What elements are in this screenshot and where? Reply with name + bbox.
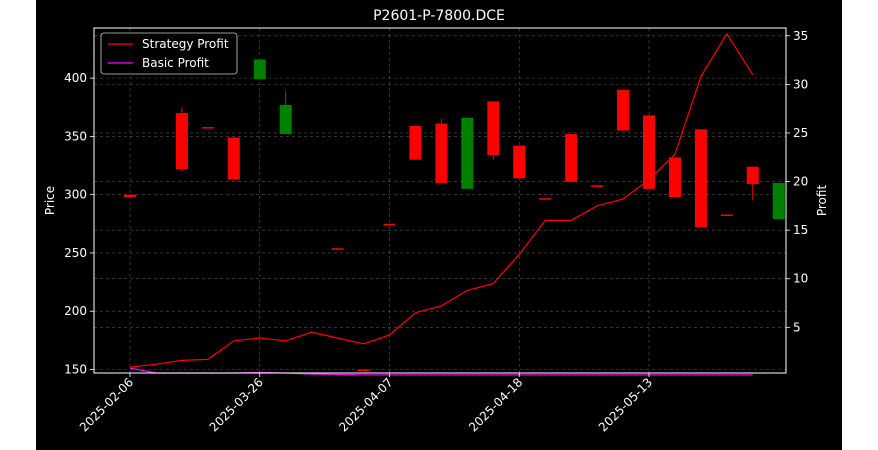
y-tick-label-left: 250 <box>64 246 87 260</box>
y-tick-label-right: 15 <box>793 223 808 237</box>
candle-body <box>513 145 526 179</box>
y-tick-label-right: 10 <box>793 272 808 286</box>
y-tick-label-left: 200 <box>64 304 87 318</box>
candle-body <box>227 137 240 180</box>
legend-box <box>100 32 238 75</box>
y-tick-label-right: 30 <box>793 77 808 91</box>
candle-body <box>175 113 188 170</box>
candle-body <box>357 369 370 372</box>
candle-body <box>383 223 396 226</box>
candle-body <box>617 89 630 131</box>
candle-body <box>772 183 785 220</box>
candle-body <box>565 134 578 182</box>
candle-body <box>435 123 448 184</box>
y-axis-label-right: Profit <box>815 185 829 217</box>
chart-title: P2601-P-7800.DCE <box>373 8 505 24</box>
candle-body <box>643 115 655 189</box>
candle-body <box>124 194 136 198</box>
y-tick-label-left: 350 <box>64 129 87 143</box>
legend-label-basic: Basic Profit <box>142 56 209 70</box>
candle-body <box>461 117 474 189</box>
candle-body <box>409 125 422 160</box>
y-tick-label-right: 35 <box>793 29 808 43</box>
y-tick-label-right: 25 <box>793 126 808 140</box>
candlestick-series <box>124 59 785 372</box>
candle-body <box>253 59 266 80</box>
candle-body <box>746 166 759 185</box>
y-tick-label-left: 400 <box>64 71 87 85</box>
y-tick-label-right: 5 <box>793 320 801 334</box>
candle-body <box>279 104 292 135</box>
y-tick-label-left: 150 <box>64 363 87 377</box>
chart-canvas: 2025-02-06 2025-03-26 2025-04-07 2025-04-18… <box>36 0 842 450</box>
legend-label-strategy: Strategy Profit <box>142 37 229 51</box>
candle-body <box>201 127 214 129</box>
candle-body <box>694 129 707 228</box>
candle-body <box>539 198 552 200</box>
candle-body <box>487 101 500 156</box>
candle-body <box>668 157 681 198</box>
y-axis-label-left: Price <box>43 186 57 215</box>
strategy-profit-line <box>129 32 754 368</box>
candle-body <box>331 248 344 250</box>
candle-body <box>591 185 604 187</box>
y-tick-label-left: 300 <box>64 188 87 202</box>
plot-frame <box>93 27 787 374</box>
y-tick-label-right: 20 <box>793 175 808 189</box>
candle-body <box>720 214 733 216</box>
chart-figure: 2025-02-06 2025-03-26 2025-04-07 2025-04-18… <box>36 0 842 450</box>
legend: Strategy Profit Basic Profit <box>100 32 238 75</box>
